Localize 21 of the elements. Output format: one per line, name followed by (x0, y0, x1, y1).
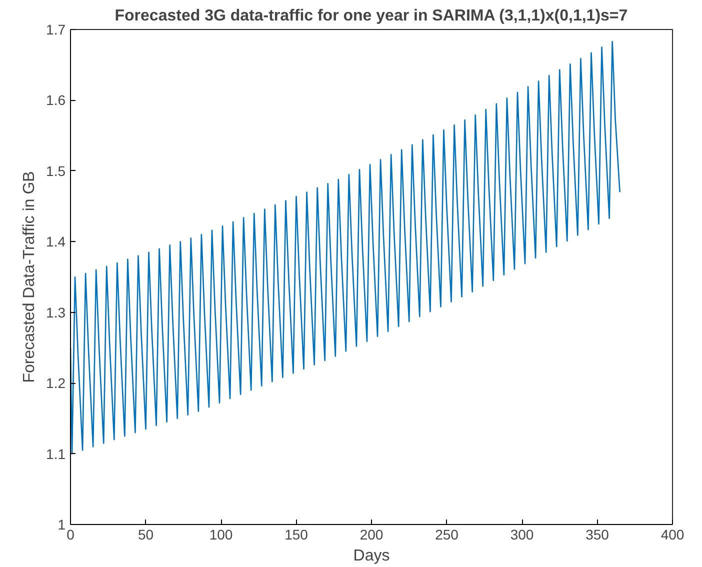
x-axis-title: Days (353, 548, 390, 564)
x-tick-label: 200 (360, 526, 384, 542)
x-tick-label: 350 (586, 526, 610, 542)
x-tick-label: 300 (510, 526, 534, 542)
x-tick-label: 150 (284, 526, 308, 542)
y-tick-label: 1.7 (46, 22, 66, 38)
x-tick-label: 400 (660, 526, 684, 542)
y-tick-label: 1.2 (46, 375, 66, 392)
y-axis-title: Forecasted Data-Traffic in GB (21, 171, 38, 383)
y-tick-label: 1 (58, 516, 66, 532)
y-tick-label: 1.5 (46, 162, 66, 179)
line-series (70, 40, 620, 454)
x-tick-label: 100 (209, 526, 233, 542)
chart-title: Forecasted 3G data-traffic for one year in SARIMA (3,1,1)x(0,1,1)s=7 (114, 8, 628, 24)
x-tick-label: 50 (138, 526, 154, 542)
y-tick-label: 1.6 (46, 92, 66, 108)
x-tick-label: 250 (435, 526, 459, 542)
y-tick-label: 1.3 (46, 304, 66, 320)
y-tick-label: 1.1 (46, 446, 66, 462)
x-tick-label: 0 (66, 526, 75, 542)
y-tick-label: 1.4 (46, 234, 66, 250)
